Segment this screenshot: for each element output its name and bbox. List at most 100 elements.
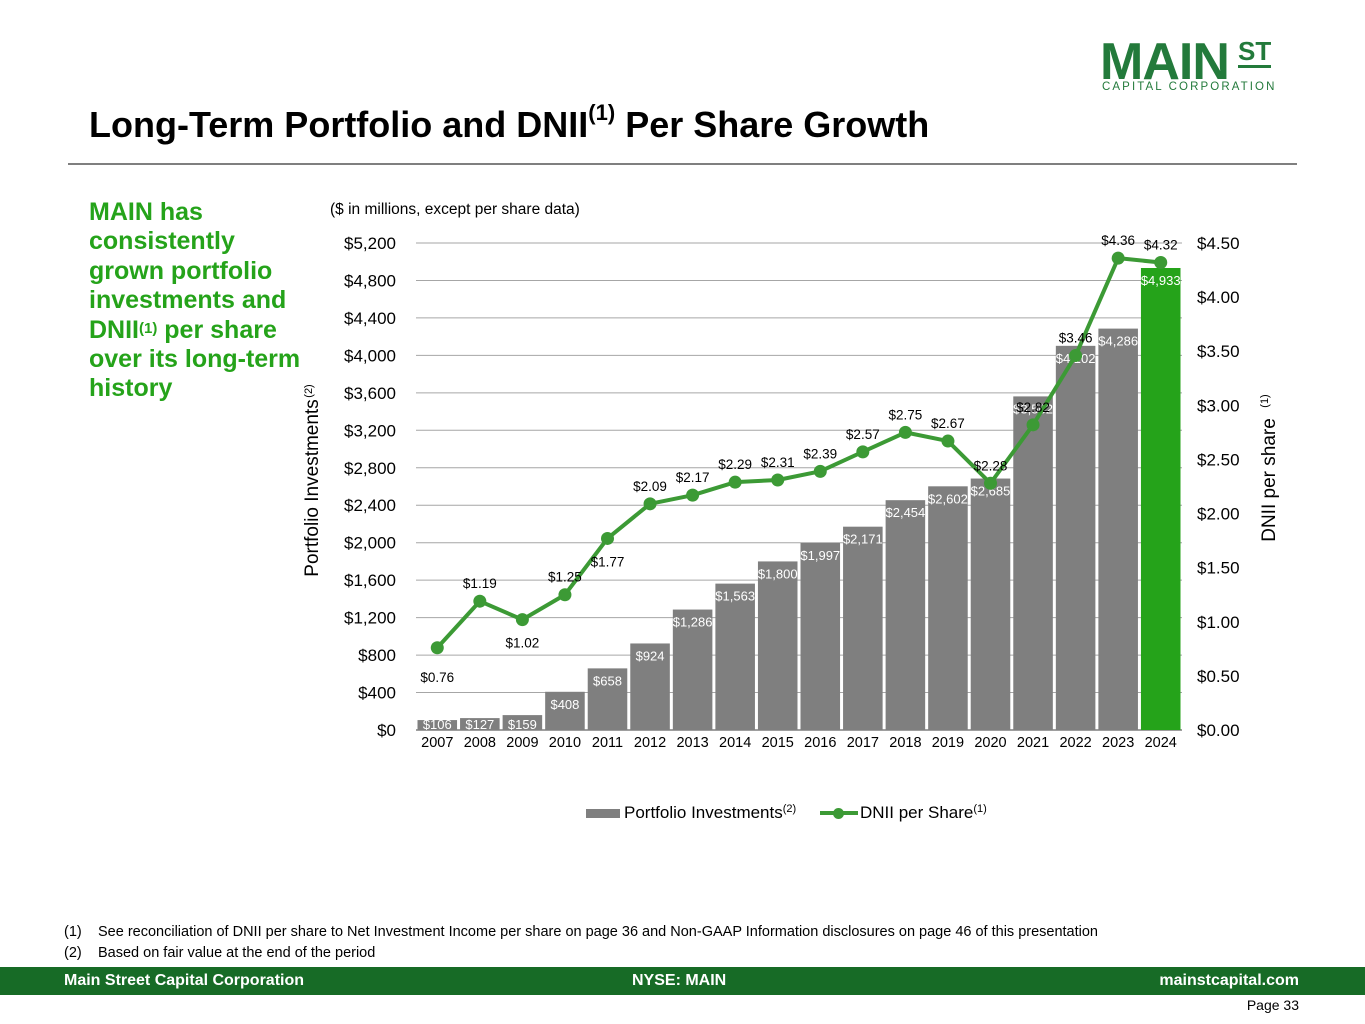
title-text: Long-Term Portfolio and DNII [89, 104, 589, 145]
y-left-tick-label: $1,600 [344, 571, 396, 590]
page-title: Long-Term Portfolio and DNII(1) Per Shar… [89, 100, 929, 146]
x-tick-label: 2023 [1102, 735, 1134, 751]
x-tick-label: 2011 [592, 735, 623, 751]
y-right-tick-label: $3.50 [1197, 342, 1240, 361]
dnii-point [1026, 418, 1040, 432]
bar-value-label: $2,454 [886, 505, 926, 520]
bar-value-label: $1,997 [800, 548, 840, 563]
bar [757, 561, 798, 730]
bar [460, 718, 500, 730]
dnii-value-label: $1.77 [591, 554, 625, 569]
dnii-value-label: $2.57 [846, 427, 880, 442]
x-tick-label: 2009 [506, 735, 538, 751]
legend-portfolio-sup: (2) [782, 803, 797, 815]
bar [843, 526, 883, 730]
bar [630, 643, 670, 730]
bar [1013, 396, 1053, 730]
dnii-point [1154, 255, 1168, 269]
dnii-point [643, 497, 657, 511]
footnote-1-text: See reconciliation of DNII per share to … [98, 924, 1098, 940]
x-tick-label: 2015 [762, 735, 794, 751]
bar [1140, 268, 1181, 730]
dnii-value-label: $1.02 [505, 636, 539, 651]
dnii-point [941, 434, 955, 448]
portfolio-dnii-chart: ($ in millions, except per share data) $0… [302, 201, 1280, 751]
y-right-tick-label: $4.00 [1197, 288, 1240, 307]
bar-value-label: $2,602 [928, 491, 968, 506]
bar-value-label: $4,933 [1141, 273, 1181, 288]
dnii-value-label: $4.32 [1144, 237, 1178, 252]
legend-item-dnii: DNII per Share (1) [820, 803, 987, 823]
bar-value-label: $106 [423, 717, 452, 732]
bar [545, 691, 585, 730]
dnii-point [771, 473, 785, 487]
sidebar-superscript: (1) [139, 319, 158, 337]
y-left-tick-label: $2,400 [344, 496, 396, 515]
legend-portfolio-label: Portfolio Investments [624, 803, 783, 822]
y-left-tick-label: $4,800 [344, 271, 396, 290]
dnii-value-label: $2.82 [1016, 400, 1050, 415]
bar-value-label: $2,685 [971, 484, 1011, 499]
x-tick-label: 2010 [549, 735, 581, 751]
dnii-value-label: $3.46 [1059, 331, 1093, 346]
x-tick-label: 2014 [719, 735, 751, 751]
dnii-point [984, 476, 997, 490]
dnii-value-label: $1.25 [548, 570, 582, 585]
y-left-axis-title: Portfolio Investments [302, 399, 323, 576]
bar [800, 542, 841, 730]
y-right-tick-label: $1.00 [1197, 613, 1240, 632]
dnii-point [515, 613, 529, 627]
dnii-value-label: $2.39 [803, 446, 837, 461]
dnii-point [430, 641, 444, 655]
x-tick-label: 2018 [889, 735, 921, 751]
company-logo: MAIN ST CAPITAL CORPORATION [1098, 36, 1278, 96]
bar [587, 668, 628, 730]
footnotes: (1) See reconciliation of DNII per share … [64, 922, 1098, 964]
footnote-2-text: Based on fair value at the end of the pe… [98, 945, 376, 961]
bar-value-label: $1,563 [715, 589, 755, 604]
title-divider [68, 163, 1297, 165]
dnii-value-label: $4.36 [1101, 233, 1135, 248]
x-tick-label: 2012 [634, 735, 666, 751]
bar-value-label: $924 [636, 648, 665, 663]
y-left-tick-label: $4,000 [344, 346, 396, 365]
bar-value-label: $1,800 [758, 566, 798, 581]
x-tick-label: 2019 [932, 735, 964, 751]
y-left-tick-label: $5,200 [344, 234, 396, 253]
bar [672, 609, 713, 730]
bar [928, 486, 968, 730]
sidebar-text-part1: MAIN has consistently grown portfolio in… [89, 198, 287, 344]
y-right-tick-label: $2.50 [1197, 450, 1240, 469]
dnii-point [813, 464, 827, 478]
dnii-series-line [435, 256, 1161, 650]
footnote-2: (2) Based on fair value at the end of the… [64, 943, 1098, 964]
legend-line-swatch [820, 808, 858, 819]
footnote-1: (1) See reconciliation of DNII per share … [64, 922, 1098, 943]
legend-dnii-label: DNII per Share [860, 803, 974, 822]
legend-bar-swatch [586, 808, 620, 818]
y-left-tick-label: $2,800 [344, 459, 396, 478]
dnii-value-label: $2.75 [888, 407, 922, 422]
y-right-tick-label: $0.50 [1197, 667, 1240, 686]
x-tick-label: 2016 [804, 735, 836, 751]
footer-ticker: NYSE: MAIN [632, 972, 727, 989]
dnii-point [686, 488, 700, 502]
footer-bar: Main Street Capital Corporation NYSE: MA… [0, 967, 1365, 995]
x-tick-label: 2022 [1059, 735, 1091, 751]
legend-item-portfolio: Portfolio Investments (2) [586, 803, 796, 823]
bar-value-label: $4,286 [1098, 334, 1138, 349]
bar-value-label: $127 [465, 717, 494, 732]
y-right-tick-label: $3.00 [1197, 396, 1240, 415]
y-left-axis-title-sup: (2) [303, 384, 315, 397]
dnii-value-label: $2.17 [676, 470, 710, 485]
bar [1098, 328, 1138, 730]
chart-subtitle: ($ in millions, except per share data) [330, 201, 580, 218]
dnii-point [1111, 251, 1125, 265]
bar [502, 715, 543, 730]
dnii-value-label: $2.67 [931, 416, 965, 431]
y-right-axis-title: DNII per share [1259, 418, 1280, 542]
x-tick-label: 2020 [974, 735, 1006, 751]
y-right-axis-title-sup: (1) [1259, 394, 1271, 407]
bar [1055, 345, 1096, 730]
footer-website-link[interactable]: mainstcapital.com [1159, 972, 1299, 989]
